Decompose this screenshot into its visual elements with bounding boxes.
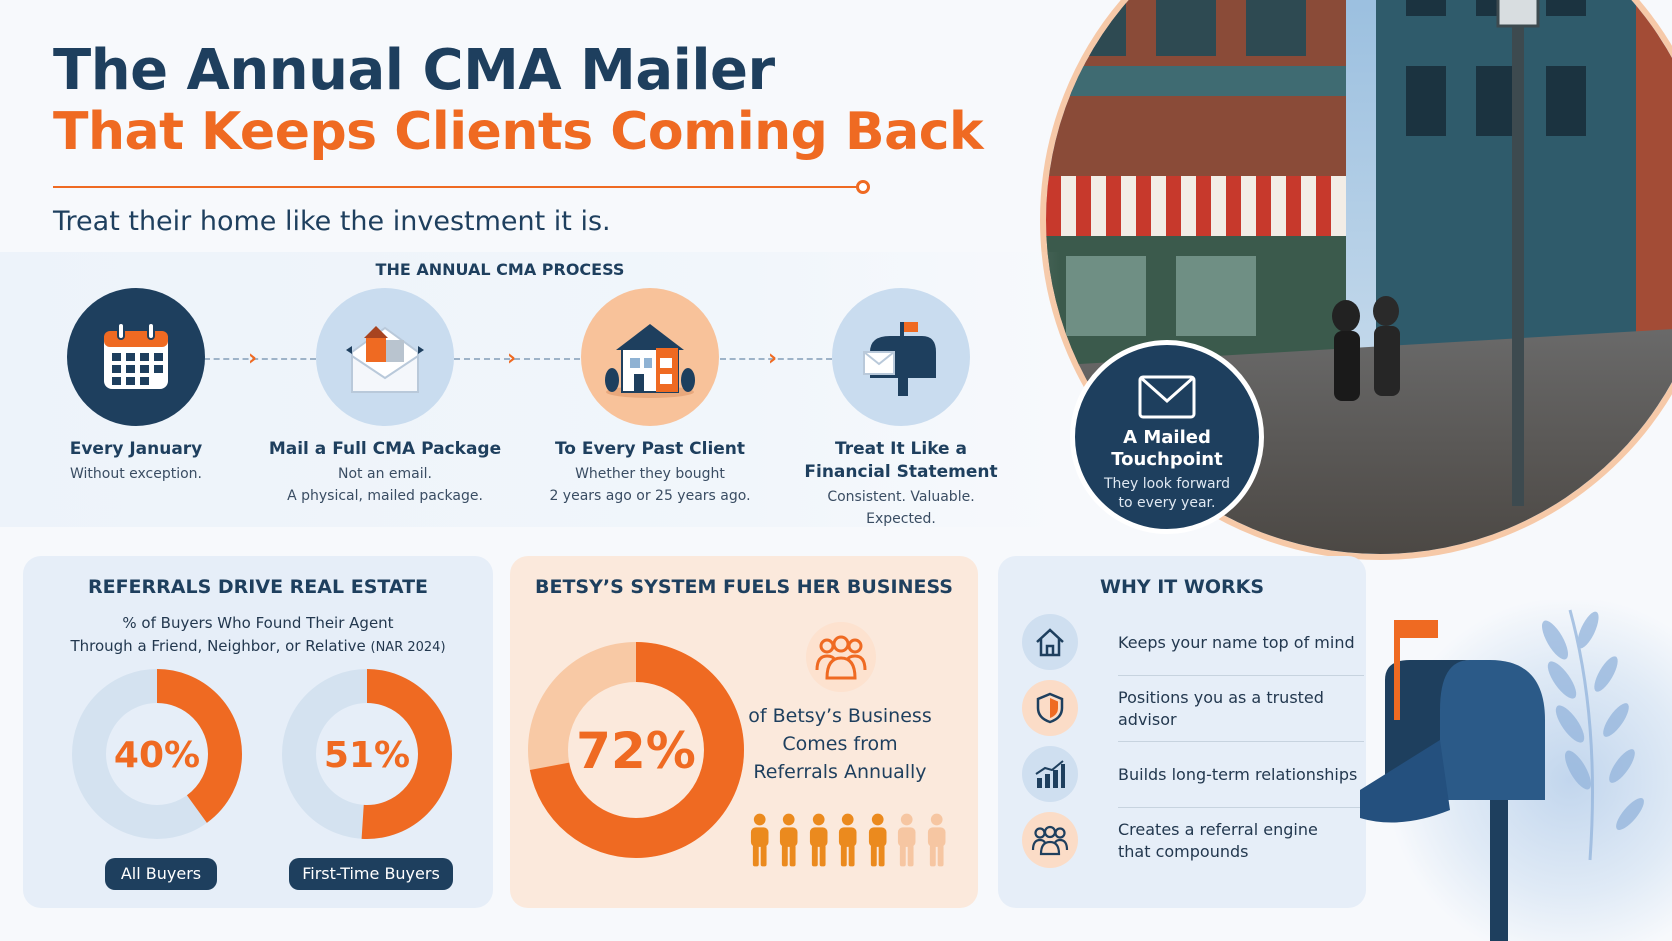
why-card: WHY IT WORKS Keeps your name top of mind… xyxy=(998,556,1366,908)
referrals-source: (NAR 2024) xyxy=(370,640,446,655)
why-item: Positions you as a trusted advisor xyxy=(1022,676,1364,742)
step-description: Without exception. xyxy=(69,466,203,482)
why-item-text: Creates a referral engine that compounds xyxy=(1118,808,1358,874)
referrals-card: REFERRALS DRIVE REAL ESTATE % of Buyers … xyxy=(23,556,493,908)
people-group-icon xyxy=(806,622,876,692)
why-item: Builds long-term relationships xyxy=(1022,742,1364,808)
touchpoint-title: Touchpoint xyxy=(1111,449,1223,470)
envelope-icon xyxy=(1138,375,1196,419)
step-description: Expected. xyxy=(866,511,936,527)
donut-all-buyers: 40% xyxy=(72,669,242,839)
house-icon xyxy=(581,288,719,426)
why-item-text: Keeps your name top of mind xyxy=(1118,633,1355,652)
people-icon xyxy=(1022,812,1078,868)
step-title: Treat It Like a xyxy=(835,439,967,459)
arrow-right-icon: › xyxy=(248,346,258,371)
house-outline-icon xyxy=(1022,614,1078,670)
step-description: Not an email. xyxy=(338,466,432,482)
betsy-description: of Betsy’s Business xyxy=(748,705,932,727)
person-filled-icon xyxy=(780,813,798,867)
connector-line xyxy=(454,358,580,360)
calendar-icon xyxy=(67,288,205,426)
title-underline-dot xyxy=(856,180,870,194)
mailbox-icon xyxy=(832,288,970,426)
betsy-title: BETSY’S SYSTEM FUELS HER BUSINESS xyxy=(535,576,953,598)
step-description: 2 years ago or 25 years ago. xyxy=(549,488,751,504)
arrow-right-icon: › xyxy=(507,346,517,371)
divider xyxy=(1118,675,1364,676)
page-title: The Annual CMA Mailer xyxy=(53,38,775,103)
connector-line xyxy=(204,358,316,360)
pill-first-time-buyers: First-Time Buyers xyxy=(289,858,453,890)
page-subtitle: Treat their home like the investment it … xyxy=(53,206,611,237)
why-item-text-line: Creates a referral engine xyxy=(1118,820,1318,839)
why-title: WHY IT WORKS xyxy=(1099,576,1265,598)
arrow-right-icon: › xyxy=(768,346,778,371)
why-item: Creates a referral engine that compounds xyxy=(1022,808,1348,874)
donut-label-all-buyers: 40% xyxy=(114,735,200,776)
betsy-card: BETSY’S SYSTEM FUELS HER BUSINESS 72% of… xyxy=(510,556,978,908)
process-title: THE ANNUAL CMA PROCESS xyxy=(375,260,625,279)
step-title: Every January xyxy=(69,439,203,459)
step-title: Financial Statement xyxy=(804,462,998,482)
step-title: To Every Past Client xyxy=(554,439,746,459)
referrals-title: REFERRALS DRIVE REAL ESTATE xyxy=(87,576,429,598)
divider xyxy=(1118,807,1364,808)
process-step-mail-package: Mail a Full CMA Package Not an email. A … xyxy=(255,288,515,507)
donut-segment-all-buyers xyxy=(72,669,242,839)
why-item-text: Builds long-term relationships xyxy=(1118,765,1358,784)
divider xyxy=(1118,741,1364,742)
betsy-description: Comes from xyxy=(782,733,898,755)
donut-label-first-time-buyers: 51% xyxy=(324,735,410,776)
touchpoint-badge: A Mailed Touchpoint They look forward to… xyxy=(1070,340,1264,534)
donut-betsy-referrals: 72% xyxy=(528,642,744,858)
envelope-houses-icon xyxy=(316,288,454,426)
step-description: A physical, mailed package. xyxy=(287,488,483,504)
page-title-accent: That Keeps Clients Coming Back xyxy=(53,102,984,162)
pill-all-buyers: All Buyers xyxy=(105,858,217,890)
donut-segment-betsy xyxy=(528,642,744,858)
mailbox-illustration xyxy=(1360,609,1644,941)
donut-segment-first-time-buyers xyxy=(282,669,452,839)
street-photo xyxy=(1040,0,1672,560)
leaf-branch-icon xyxy=(1542,609,1644,861)
street-scene-illustration xyxy=(1046,0,1672,554)
betsy-description: Referrals Annually xyxy=(753,761,927,783)
donut-first-time-buyers: 51% xyxy=(282,669,452,839)
touchpoint-description: They look forward xyxy=(1103,476,1231,492)
betsy-percent-label: 72% xyxy=(576,722,696,780)
person-filled-icon xyxy=(750,813,769,867)
referrals-description: % of Buyers Who Found Their Agent xyxy=(122,614,394,632)
connector-line xyxy=(720,358,832,360)
shield-icon xyxy=(1022,680,1078,736)
touchpoint-title: A Mailed xyxy=(1123,427,1211,448)
person-empty-icon xyxy=(898,813,916,867)
why-item-text-line: that compounds xyxy=(1118,842,1249,861)
touchpoint-description: to every year. xyxy=(1118,495,1216,511)
person-filled-icon xyxy=(839,813,857,867)
step-title: Mail a Full CMA Package xyxy=(268,439,502,459)
people-row xyxy=(748,812,948,870)
step-description: Whether they bought xyxy=(575,466,725,482)
growth-chart-icon xyxy=(1022,746,1078,802)
why-item: Keeps your name top of mind xyxy=(1022,610,1364,676)
referrals-description: Through a Friend, Neighbor, or Relative xyxy=(70,637,366,655)
process-step-financial-statement: Treat It Like a Financial Statement Cons… xyxy=(771,288,1031,530)
person-filled-icon xyxy=(868,813,887,867)
process-step-every-january: Every January Without exception. xyxy=(6,288,266,485)
person-filled-icon xyxy=(809,813,828,867)
process-step-past-client: To Every Past Client Whether they bought… xyxy=(520,288,780,507)
person-empty-icon xyxy=(927,813,946,867)
step-description: Consistent. Valuable. xyxy=(827,489,975,505)
title-underline xyxy=(53,186,859,188)
why-item-text: Positions you as a trusted advisor xyxy=(1118,688,1324,729)
